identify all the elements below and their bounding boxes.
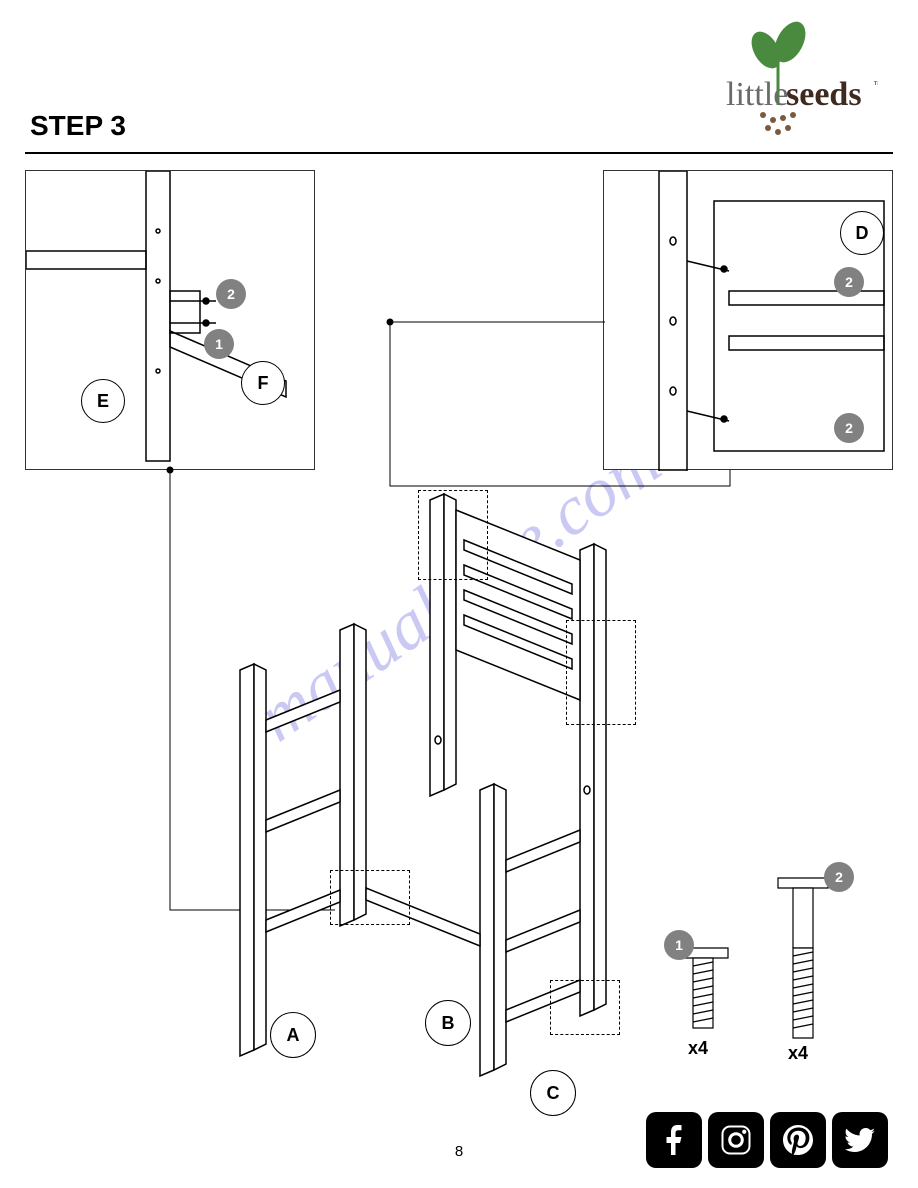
pinterest-icon[interactable] <box>770 1112 826 1168</box>
instagram-icon[interactable] <box>708 1112 764 1168</box>
part-f-callout: F <box>241 361 285 405</box>
bolt-short-qty: x4 <box>688 1038 708 1059</box>
part-a-callout: A <box>270 1012 316 1058</box>
twitter-icon[interactable] <box>832 1112 888 1168</box>
hardware-bolts: 1 2 x4 x4 <box>658 838 858 1058</box>
part-b-callout: B <box>425 1000 471 1046</box>
dashed-callout-mid <box>330 870 410 925</box>
bolt-dot-1a: 1 <box>204 329 234 359</box>
brand-logo: little seeds ™ <box>678 20 878 140</box>
bolt-long-qty: x4 <box>788 1043 808 1064</box>
facebook-icon[interactable] <box>646 1112 702 1168</box>
dashed-callout-bottom <box>550 980 620 1035</box>
header-divider <box>25 152 893 154</box>
part-d-callout: D <box>840 211 884 255</box>
part-c-callout: C <box>530 1070 576 1116</box>
bolt-id-long: 2 <box>824 862 854 892</box>
logo-word1: little <box>726 76 788 113</box>
dashed-callout-top-right <box>566 620 636 725</box>
page-root: little seeds ™ STEP 3 manualslive.com <box>0 0 918 1188</box>
bolt-dot-2c: 2 <box>834 413 864 443</box>
step-label: STEP 3 <box>30 110 126 142</box>
social-icons-row <box>646 1112 888 1168</box>
bolt-dot-2a: 2 <box>216 279 246 309</box>
page-number: 8 <box>455 1143 463 1160</box>
logo-word2: seeds <box>786 76 862 113</box>
dashed-callout-top-left <box>418 490 488 580</box>
main-assembly-drawing: A B C <box>180 490 700 1090</box>
detail-callout-left: E F 2 1 <box>25 170 315 470</box>
detail-callout-right: D 2 2 <box>603 170 893 470</box>
part-e-callout: E <box>81 379 125 423</box>
bolt-dot-2b: 2 <box>834 267 864 297</box>
bolt-id-short: 1 <box>664 930 694 960</box>
svg-text:™: ™ <box>873 80 878 91</box>
